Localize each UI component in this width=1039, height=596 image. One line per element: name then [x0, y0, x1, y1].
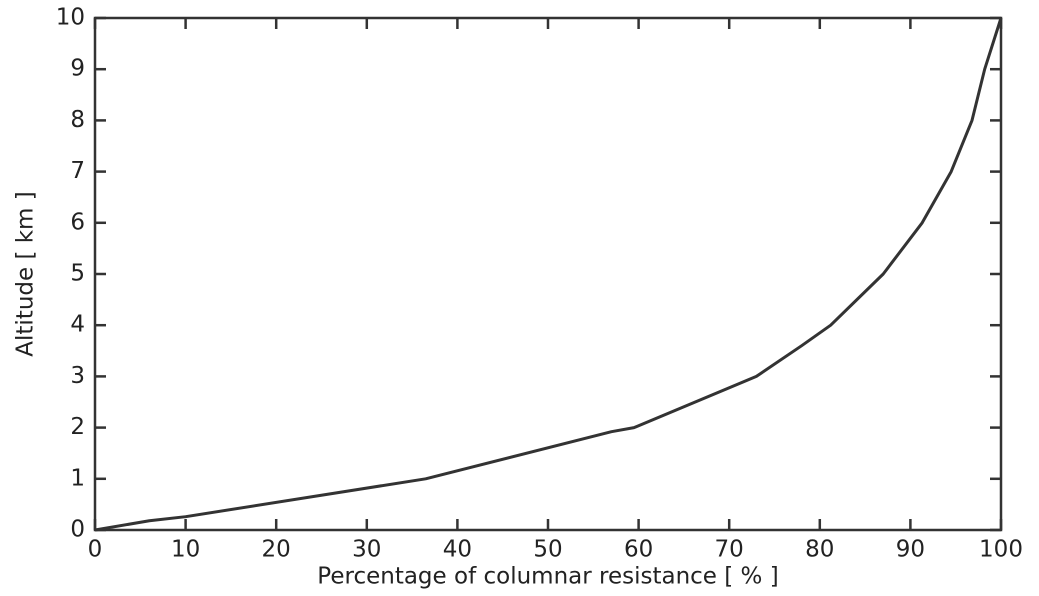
y-tick-label: 0 [70, 517, 85, 543]
x-tick-label: 30 [352, 537, 381, 563]
x-tick-label: 100 [979, 537, 1023, 563]
data-line [94, 17, 1003, 532]
y-tick-label: 6 [70, 209, 85, 235]
y-axis-label: Altitude [ km ] [13, 191, 39, 356]
x-tick-label: 90 [896, 537, 925, 563]
x-tick-label: 10 [171, 537, 200, 563]
x-tick-label: 50 [533, 537, 562, 563]
y-tick-label: 4 [70, 312, 85, 338]
x-tick-label: 70 [715, 537, 744, 563]
y-tick-label: 1 [70, 465, 85, 491]
x-tick-label: 20 [262, 537, 291, 563]
y-tick-label: 5 [70, 261, 85, 287]
y-tick-label: 8 [70, 107, 85, 133]
x-tick-label: 60 [624, 537, 653, 563]
plot-frame [93, 16, 1003, 532]
x-axis-label: Percentage of columnar resistance [ % ] [317, 564, 778, 590]
y-tick-label: 7 [70, 158, 85, 184]
y-tick-label: 9 [70, 56, 85, 82]
y-tick-label: 10 [56, 5, 85, 31]
x-tick-label: 80 [805, 537, 834, 563]
y-tick-label: 3 [70, 363, 85, 389]
x-tick-label: 0 [88, 537, 103, 563]
x-tick-label: 40 [443, 537, 472, 563]
y-tick-label: 2 [70, 414, 85, 440]
